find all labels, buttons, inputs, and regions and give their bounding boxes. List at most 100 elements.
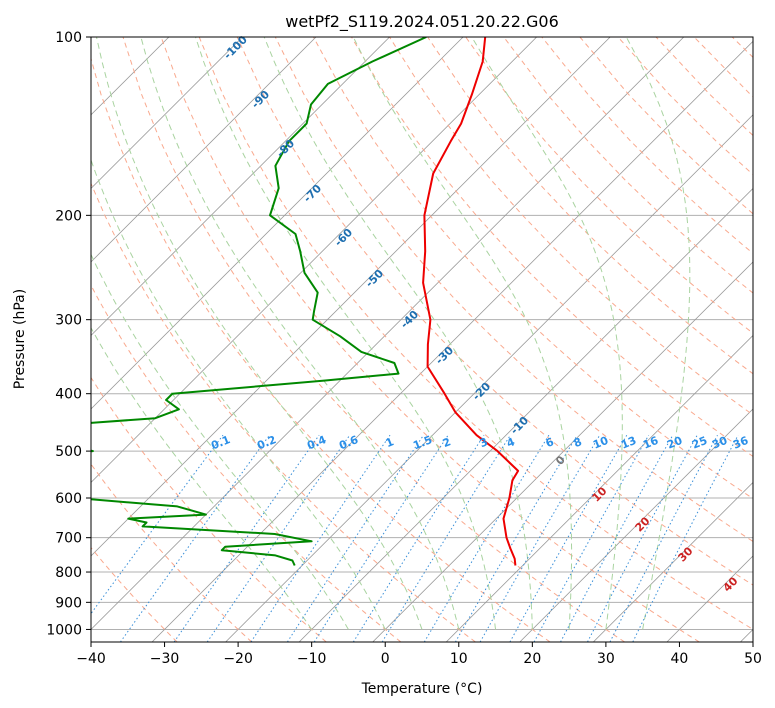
dry-adiabat-line [198,37,753,630]
moist-adiabat-line [471,37,623,630]
y-tick-label: 200 [55,208,82,224]
x-tick-label: 30 [597,651,615,667]
y-tick-label: 300 [55,313,82,329]
dry-adiabat-line [274,37,753,543]
isotherm-line [225,114,753,642]
isotherm-label: -80 [274,137,297,160]
dry-adiabat-line [91,56,551,642]
moist-adiabat-line [625,37,691,630]
x-tick-label: −40 [76,651,106,667]
dry-adiabat-line [91,463,253,642]
mixing-ratio-line [533,434,650,642]
isotherm-label: -60 [332,226,355,249]
dry-adiabat-line [312,37,753,500]
mixing-ratio-line [423,434,550,642]
x-tick-label: −10 [297,651,327,667]
isotherm-line [91,37,243,189]
isotherm-line [91,37,464,410]
mixing-ratio-label: 1.5 [411,433,434,452]
mixing-ratio-line [509,434,628,642]
isotherm-line [91,37,390,336]
x-tick-label: −20 [223,651,253,667]
mixing-ratio-label: 30 [710,434,729,452]
dry-adiabat-line [503,37,753,294]
mixing-ratio-label: 8 [572,435,584,450]
dry-adiabat-line [693,37,753,98]
moist-adiabat-line [91,158,386,630]
x-tick-label: 0 [381,651,390,667]
isotherm-line [740,628,753,642]
y-tick-label: 700 [55,531,82,547]
plot-frame [90,36,754,643]
isotherm-label: 10 [590,484,610,504]
isotherm-label: -20 [470,380,493,403]
mixing-ratio-label: 3 [478,435,490,450]
mixing-ratio-label: 4 [505,435,517,450]
y-tick-label: 500 [55,444,82,460]
dry-adiabat-line [236,37,753,586]
mixing-ratio-label: 2 [441,435,453,450]
dry-adiabat-line [770,37,775,642]
mixing-ratio-label: 10 [591,434,610,452]
mixing-ratio-line [632,434,739,642]
moist-adiabat-line [91,253,349,630]
isotherm-label: -70 [301,182,324,205]
y-tick-label: 900 [55,595,82,611]
chart-title: wetPf2_S119.2024.051.20.22.G06 [285,12,559,32]
mixing-ratio-label: 25 [690,434,709,452]
y-tick-label: 100 [55,30,82,46]
mixing-ratio-label: 0.1 [209,433,232,452]
x-tick-label: 40 [671,651,689,667]
isotherm-line [593,481,753,642]
mixing-ratio-label: 1 [384,435,396,450]
dry-adiabat-line [655,37,753,137]
dry-adiabat-line [731,37,753,59]
temperature-profile-line [422,37,520,566]
y-tick-label: 600 [55,491,82,507]
isotherm-line [445,334,753,642]
dry-adiabat-line [91,182,476,642]
mixing-ratio-line [587,434,698,642]
dry-adiabat-line [617,37,753,176]
mixing-ratio-line [206,434,351,642]
mixing-ratio-line [313,434,449,642]
dry-adiabat-line [91,546,178,642]
mixing-ratio-line [250,434,391,642]
isotherm-line [372,261,753,642]
isotherm-line [91,37,611,557]
mixing-ratio-label: 0.2 [255,433,278,452]
mixing-ratio-label: 0.6 [337,433,360,452]
mixing-ratio-label: 16 [641,434,660,452]
isotherm-label: -50 [363,267,386,290]
mixing-ratio-line [454,434,578,642]
isotherm-line [519,408,753,642]
moist-adiabat-line [96,37,423,630]
x-tick-label: −30 [150,651,180,667]
mixing-ratio-line [352,434,485,642]
isotherm-label: 20 [633,514,653,534]
isotherm-label: -40 [398,308,421,331]
isotherm-label: 40 [721,574,741,594]
mixing-ratio-line [479,434,601,642]
mixing-ratio-label: 13 [619,434,638,452]
x-tick-label: 20 [523,651,541,667]
moist-adiabat-line [195,37,497,630]
isotherm-label: -90 [249,88,272,111]
y-tick-label: 800 [55,565,82,581]
y-tick-label: 400 [55,387,82,403]
dry-adiabat-line [351,37,753,458]
mixing-ratio-label: 36 [731,434,750,452]
x-axis-label: Temperature (°C) [361,681,483,697]
moist-adiabat-line [352,37,573,630]
dry-adiabat-line [427,37,753,375]
isotherm-line [91,37,537,483]
isotherm-label: -30 [433,344,456,367]
mixing-ratio-label: 20 [665,434,684,452]
isotherm-line [91,37,685,630]
moist-adiabat-line [140,37,460,630]
dry-adiabat-line [91,284,402,642]
mixing-ratio-line [91,434,224,615]
dewpoint-profile-line [91,37,427,566]
y-axis-label: Pressure (hPa) [12,289,28,389]
